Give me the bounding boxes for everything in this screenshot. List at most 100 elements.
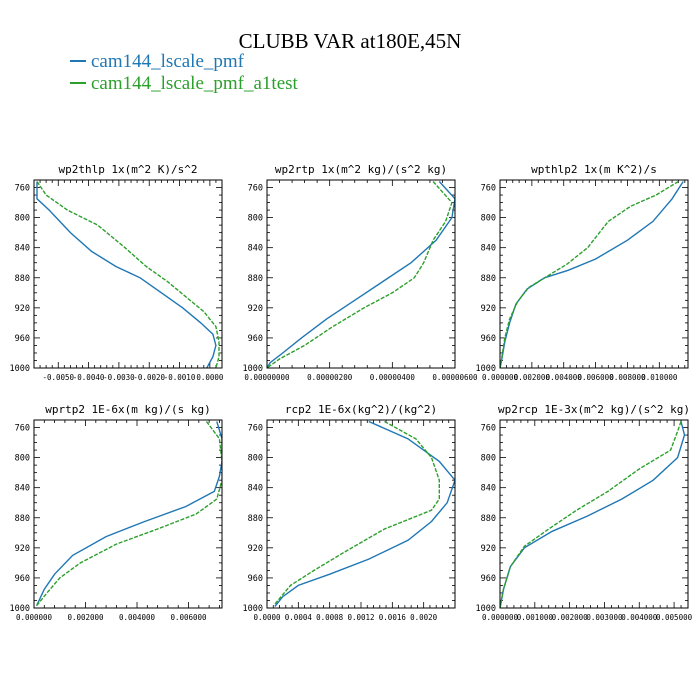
- y-tick-label: 960: [481, 334, 496, 344]
- plot-frame: [33, 419, 223, 609]
- y-tick-label: 840: [15, 244, 30, 254]
- panel-title: wpthlp2 1x(m K^2)/s: [531, 163, 657, 176]
- x-tick-label: 0.000000: [482, 373, 519, 382]
- y-tick-label: 840: [481, 484, 496, 494]
- series-line: [35, 421, 222, 606]
- x-tick-label: -0.0040: [73, 373, 105, 382]
- y-tick-label: 840: [481, 244, 496, 254]
- plot-frame: [499, 419, 689, 609]
- panel-title: wprtp2 1E-6x(m kg)/(s kg): [45, 403, 211, 416]
- x-tick-label: 0.002000: [514, 373, 551, 382]
- x-tick-label: 0.002000: [67, 613, 104, 622]
- y-tick-label: 760: [248, 424, 263, 434]
- x-tick-label: 0.000000: [482, 613, 519, 622]
- x-tick-label: 0.001000: [517, 613, 554, 622]
- series-line: [274, 420, 455, 607]
- chart-panel: wprtp2 1E-6x(m kg)/(s kg) 760 800 840 880 920…: [10, 403, 223, 622]
- y-tick-label: 880: [15, 274, 30, 284]
- x-tick-label: 0.0016: [379, 613, 407, 622]
- y-tick-label: 920: [248, 304, 263, 314]
- figure-title: CLUBB VAR at180E,45N: [238, 29, 462, 53]
- x-tick-label: 0.0000: [253, 613, 281, 622]
- plot-frame: [266, 419, 456, 609]
- x-tick-label: 0.000000: [16, 613, 53, 622]
- y-tick-label: 760: [481, 184, 496, 194]
- x-tick-label: -0.0030: [103, 373, 135, 382]
- series-line: [274, 420, 440, 605]
- legend-item: cam144_lscale_pmf_a1test: [70, 73, 298, 95]
- series-line: [36, 421, 222, 607]
- x-tick-label: 0.00000000: [244, 373, 290, 382]
- y-tick-label: 920: [481, 304, 496, 314]
- legend-label: cam144_lscale_pmf: [91, 51, 245, 72]
- series-line: [267, 181, 455, 368]
- y-tick-label: 800: [15, 214, 30, 224]
- x-tick-label: 0.00000200: [307, 373, 353, 382]
- y-tick-label: 840: [248, 484, 263, 494]
- chart-panel: wp2thlp 1x(m^2 K)/s^2 760 800 840 880 920 960 1…: [10, 163, 224, 382]
- legend-swatch: [70, 59, 86, 62]
- x-tick-label: 0.004000: [119, 613, 156, 622]
- x-tick-label: 0.0020: [410, 613, 438, 622]
- x-tick-label: 0.008000: [609, 373, 646, 382]
- y-tick-label: 880: [248, 514, 263, 524]
- x-tick-label: 0.010000: [641, 373, 678, 382]
- x-tick-label: 0.006000: [170, 613, 207, 622]
- legend-item: cam144_lscale_pmf: [70, 51, 298, 73]
- legend-swatch: [70, 81, 86, 84]
- x-tick-label: 0.0004: [285, 613, 313, 622]
- panel-title: wp2rcp 1E-3x(m^2 kg)/(s^2 kg): [498, 403, 690, 416]
- series-line: [36, 181, 220, 368]
- y-tick-label: 880: [481, 274, 496, 284]
- series-line: [500, 421, 682, 608]
- plot-frame: [499, 179, 689, 369]
- y-tick-label: 1000: [10, 364, 30, 374]
- y-tick-label: 960: [15, 574, 30, 584]
- x-tick-label: -0.0050: [42, 373, 74, 382]
- series-line: [500, 181, 684, 368]
- x-tick-label: 0.00000600: [432, 373, 478, 382]
- plot-frame: [33, 179, 223, 369]
- y-tick-label: 1000: [476, 604, 496, 614]
- y-tick-label: 960: [248, 334, 263, 344]
- y-tick-label: 760: [15, 184, 30, 194]
- y-tick-label: 880: [15, 514, 30, 524]
- legend: cam144_lscale_pmf cam144_lscale_pmf_a1te…: [70, 51, 298, 95]
- y-tick-label: 880: [248, 274, 263, 284]
- y-tick-label: 1000: [476, 364, 496, 374]
- series-line: [36, 181, 217, 368]
- x-tick-label: 0.003000: [586, 613, 623, 622]
- panel-title: wp2thlp 1x(m^2 K)/s^2: [58, 163, 197, 176]
- series-line: [500, 180, 679, 368]
- y-tick-label: 1000: [243, 604, 263, 614]
- chart-panel: wp2rcp 1E-3x(m^2 kg)/(s^2 kg)760 800 840 88…: [476, 403, 693, 622]
- chart-panel: rcp2 1E-6x(kg^2)/(kg^2) 760 800 840 880 920 96…: [243, 403, 456, 622]
- y-tick-label: 880: [481, 514, 496, 524]
- y-tick-label: 800: [248, 214, 263, 224]
- x-tick-label: 0.002000: [552, 613, 589, 622]
- panel-title: rcp2 1E-6x(kg^2)/(kg^2): [285, 403, 437, 416]
- x-tick-label: -0.0010: [164, 373, 196, 382]
- x-tick-label: 0.0012: [347, 613, 374, 622]
- x-tick-label: 0.004000: [546, 373, 583, 382]
- y-tick-label: 800: [15, 454, 30, 464]
- y-tick-label: 840: [248, 244, 263, 254]
- x-tick-label: 0.005000: [656, 613, 693, 622]
- y-tick-label: 960: [15, 334, 30, 344]
- y-tick-label: 800: [481, 454, 496, 464]
- legend-label: cam144_lscale_pmf_a1test: [91, 73, 298, 94]
- y-tick-label: 920: [248, 544, 263, 554]
- x-tick-label: 0.0000: [196, 373, 224, 382]
- x-tick-label: 0.004000: [621, 613, 658, 622]
- x-tick-label: 0.00000400: [370, 373, 416, 382]
- y-tick-label: 960: [248, 574, 263, 584]
- x-tick-label: 0.0008: [316, 613, 344, 622]
- chart-panel: wpthlp2 1x(m K^2)/s 760 800 840 880 920 960 100…: [476, 163, 689, 382]
- plot-frame: [266, 179, 456, 369]
- y-tick-label: 1000: [243, 364, 263, 374]
- y-tick-label: 800: [248, 454, 263, 464]
- x-tick-label: -0.0020: [133, 373, 165, 382]
- series-line: [267, 181, 453, 368]
- y-tick-label: 1000: [10, 604, 30, 614]
